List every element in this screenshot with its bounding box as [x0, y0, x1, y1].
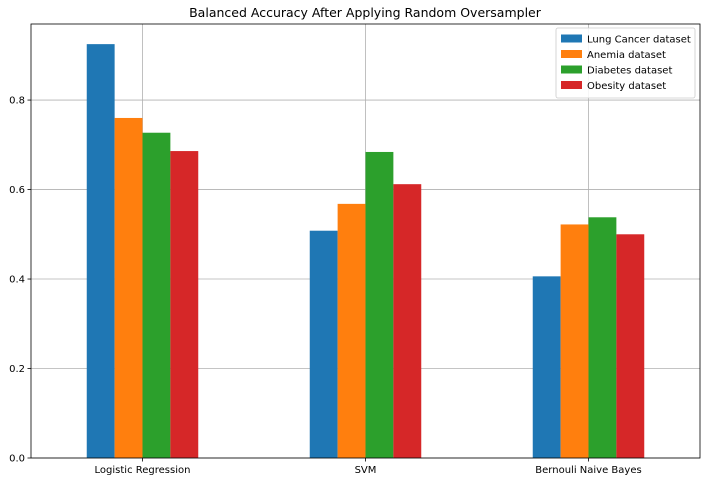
bar — [393, 184, 422, 459]
bar — [588, 217, 617, 458]
legend-swatch — [561, 81, 582, 89]
legend: Lung Cancer dataset Anemia dataset Diabete… — [555, 27, 696, 99]
bar — [170, 151, 199, 458]
bars — [86, 44, 645, 459]
bar — [560, 224, 589, 458]
bar — [142, 132, 171, 459]
legend-label: Obesity dataset — [587, 81, 666, 92]
y-tick-label: 0.6 — [9, 185, 25, 196]
legend-swatch — [561, 65, 582, 74]
x-tick-label: Logistic Regression — [95, 465, 191, 476]
bar — [337, 203, 366, 458]
x-tick-label: Bernouli Naive Bayes — [535, 465, 641, 476]
y-tick-label: 0.8 — [9, 96, 25, 107]
axes-frame — [30, 23, 701, 459]
y-tick-label: 0.4 — [9, 275, 25, 286]
legend-label: Anemia dataset — [587, 50, 666, 61]
bar — [616, 234, 645, 458]
axes: 0.0 0.2 0.4 0.6 0.8 Logistic Regression SVM Ber… — [9, 23, 701, 476]
legend-swatch — [561, 34, 582, 43]
legend-box — [555, 27, 696, 99]
bar — [114, 117, 143, 458]
legend-swatch — [561, 50, 582, 58]
chart-title: Balanced Accuracy After Applying Random … — [189, 5, 542, 20]
bar — [309, 230, 338, 458]
legend-label: Lung Cancer dataset — [587, 35, 691, 46]
bar — [365, 151, 394, 458]
legend-label: Diabetes dataset — [587, 66, 672, 77]
y-tick-label: 0.2 — [9, 364, 25, 375]
x-tick-label: SVM — [355, 465, 377, 476]
bar — [532, 276, 561, 458]
bar — [86, 44, 115, 458]
y-tick-label: 0.0 — [9, 454, 25, 465]
